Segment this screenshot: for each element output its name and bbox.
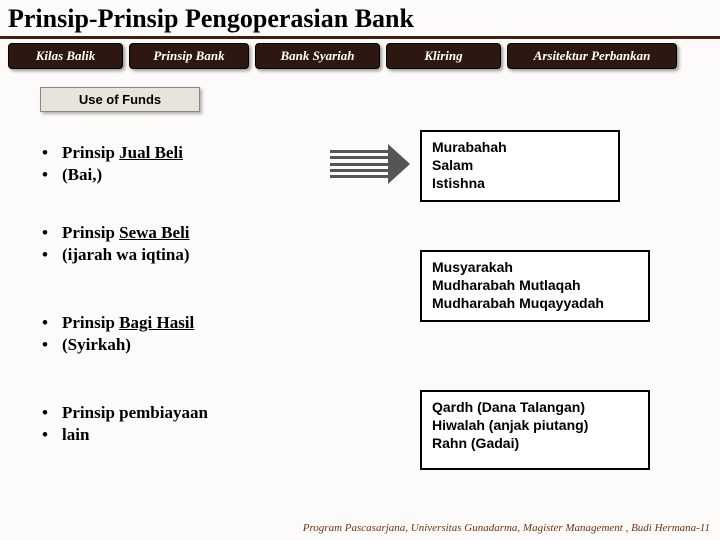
tab-kliring[interactable]: Kliring (386, 43, 501, 69)
tab-bank-syariah[interactable]: Bank Syariah (255, 43, 380, 69)
text: Hiwalah (anjak piutang) (432, 416, 638, 434)
text: Murabahah (432, 138, 608, 156)
principle-sewa-beli: •Prinsip Sewa Beli •(ijarah wa iqtina) (24, 222, 304, 266)
text: (Syirkah) (62, 335, 131, 355)
text-underline: Jual Beli (119, 143, 183, 162)
text: Prinsip (62, 223, 119, 242)
tab-arsitektur[interactable]: Arsitektur Perbankan (507, 43, 677, 69)
arrow-icon (330, 150, 410, 178)
text: Istishna (432, 174, 608, 192)
footer-text: Program Pascasarjana, Universitas Gunada… (303, 522, 710, 534)
text: Mudharabah Muqayyadah (432, 294, 638, 312)
text-underline: Sewa Beli (119, 223, 189, 242)
text: Salam (432, 156, 608, 174)
principle-jual-beli: •Prinsip Jual Beli •(Bai,) (24, 142, 304, 186)
tab-kilas-balik[interactable]: Kilas Balik (8, 43, 123, 69)
principle-bagi-hasil: •Prinsip Bagi Hasil •(Syirkah) (24, 312, 304, 356)
box-qardh: Qardh (Dana Talangan) Hiwalah (anjak piu… (420, 390, 650, 470)
text: lain (62, 425, 89, 445)
page-title: Prinsip-Prinsip Pengoperasian Bank (0, 0, 720, 36)
text-underline: Bagi Hasil (119, 313, 194, 332)
text: (ijarah wa iqtina) (62, 245, 190, 265)
box-murabahah: Murabahah Salam Istishna (420, 130, 620, 202)
text: Prinsip pembiayaan (62, 403, 208, 423)
text: Qardh (Dana Talangan) (432, 398, 638, 416)
text: Prinsip (62, 143, 119, 162)
text: Musyarakah (432, 258, 638, 276)
principle-pembiayaan-lain: •Prinsip pembiayaan •lain (24, 402, 304, 446)
subheader-use-of-funds: Use of Funds (40, 87, 200, 112)
tab-bar: Kilas Balik Prinsip Bank Bank Syariah Kl… (0, 43, 720, 69)
tab-prinsip-bank[interactable]: Prinsip Bank (129, 43, 249, 69)
box-musyarakah: Musyarakah Mudharabah Mutlaqah Mudharaba… (420, 250, 650, 322)
title-underline (0, 36, 720, 39)
text: Prinsip (62, 313, 119, 332)
text: Mudharabah Mutlaqah (432, 276, 638, 294)
text: Rahn (Gadai) (432, 434, 638, 452)
text: (Bai,) (62, 165, 102, 185)
content-area: •Prinsip Jual Beli •(Bai,) •Prinsip Sewa… (0, 112, 720, 512)
